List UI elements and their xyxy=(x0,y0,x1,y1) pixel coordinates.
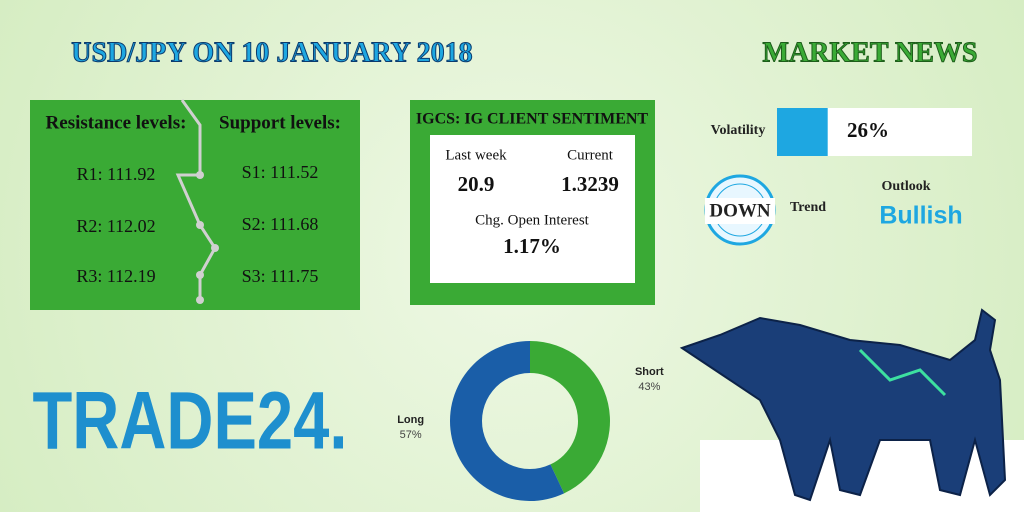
donut-slice xyxy=(450,341,565,501)
support-header: Support levels: xyxy=(219,112,341,133)
zigzag xyxy=(175,99,217,300)
resistance-header: Resistance levels: xyxy=(46,112,187,133)
levels-box xyxy=(30,100,360,310)
resistance-level: R2: 112.02 xyxy=(76,216,155,236)
title: USD/JPY ON 10 JANUARY 2018 xyxy=(71,37,472,68)
volatility-label: Volatility xyxy=(711,123,766,138)
slice-value: 57% xyxy=(400,429,422,441)
outlook-label: Outlook xyxy=(881,179,930,194)
trend-label: Trend xyxy=(790,200,826,215)
value: 20.9 xyxy=(458,172,495,196)
trend-badge-band xyxy=(705,198,775,224)
value: 1.3239 xyxy=(561,172,619,196)
logo: TRADE24. xyxy=(33,376,348,467)
market-news: MARKET NEWS xyxy=(763,37,978,68)
label: Last week xyxy=(445,147,507,163)
support-level: S1: 111.52 xyxy=(242,162,319,182)
value: 1.17% xyxy=(503,234,561,258)
sentiment-inner xyxy=(430,135,635,283)
support-level: S3: 111.75 xyxy=(242,266,319,286)
sentiment-title: IGCS: IG CLIENT SENTIMENT xyxy=(416,111,649,128)
bull-illustration xyxy=(679,308,1007,502)
zigzag-dots xyxy=(196,171,219,304)
resistance-level: R1: 111.92 xyxy=(77,164,156,184)
slice-value: 43% xyxy=(638,381,660,393)
support-level: S2: 111.68 xyxy=(242,214,319,234)
label: Current xyxy=(567,147,614,163)
volatility-bar xyxy=(777,108,828,156)
slice-label: Long xyxy=(397,414,424,426)
resistance-level: R3: 112.19 xyxy=(76,266,155,286)
trend-badge-text: DOWN xyxy=(709,200,771,221)
bull-decoration xyxy=(858,348,947,397)
slice-label: Short xyxy=(635,366,664,378)
outlook-value: Bullish xyxy=(879,202,962,230)
label: Chg. Open Interest xyxy=(475,212,590,228)
volatility-value: 26% xyxy=(847,118,889,142)
donut-slice xyxy=(530,341,610,494)
